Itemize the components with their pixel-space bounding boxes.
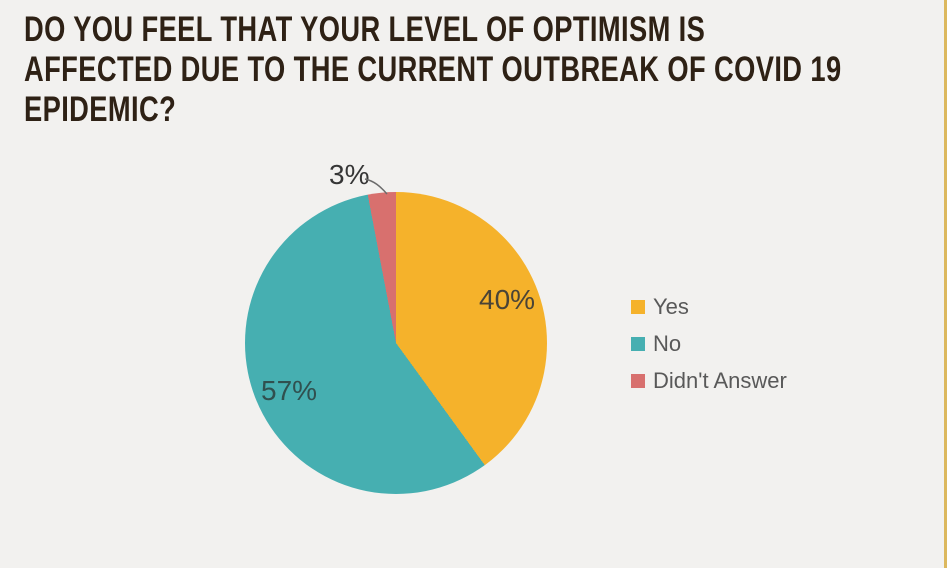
pie-label-didnt-answer: 3% [329,159,370,190]
legend-swatch-yes [631,300,645,314]
pie-label-no: 57% [261,375,318,406]
title-line-1: DO YOU FEEL THAT YOUR LEVEL OF OPTIMISM … [24,10,706,49]
title-line-3: EPIDEMIC? [24,90,177,129]
pie-label-yes: 40% [479,284,536,315]
chart-title: DO YOU FEEL THAT YOUR LEVEL OF OPTIMISM … [24,10,921,130]
legend: Yes No Didn't Answer [631,296,787,392]
legend-swatch-no [631,337,645,351]
legend-item-no: No [631,333,787,355]
legend-label-didnt-answer: Didn't Answer [653,368,787,393]
legend-label-yes: Yes [653,294,689,319]
legend-item-yes: Yes [631,296,787,318]
legend-label-no: No [653,331,682,356]
legend-item-didnt-answer: Didn't Answer [631,370,787,392]
right-border-accent [944,0,947,568]
leader-line [364,178,388,195]
title-line-2: AFFECTED DUE TO THE CURRENT OUTBREAK OF … [24,50,842,89]
legend-swatch-didnt-answer [631,374,645,388]
pie-chart [245,192,547,494]
